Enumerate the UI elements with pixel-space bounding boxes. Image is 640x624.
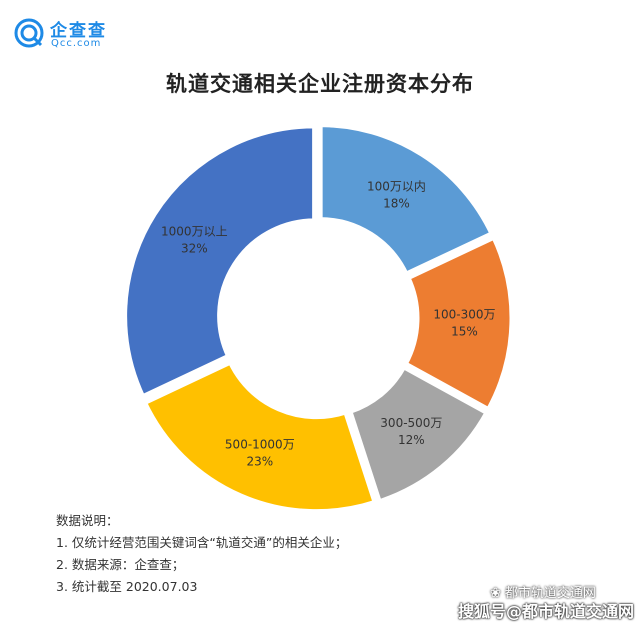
donut-slice-4 bbox=[141, 358, 379, 515]
watermark-sohu: 搜狐号@都市轨道交通网 bbox=[458, 602, 635, 621]
slice-label-5: 1000万以上 bbox=[161, 225, 228, 239]
notes-item-2: 2. 数据来源：企查查； bbox=[56, 557, 185, 572]
chart-title: 轨道交通相关企业注册资本分布 bbox=[166, 72, 474, 96]
donut-slice-2 bbox=[401, 233, 515, 414]
slice-value-1: 18% bbox=[383, 196, 410, 210]
slice-label-2: 100-300万 bbox=[433, 308, 495, 322]
wechat-icon: ❀ bbox=[490, 586, 501, 601]
slice-value-4: 23% bbox=[246, 454, 273, 468]
slice-label-4: 500-1000万 bbox=[225, 437, 295, 451]
watermark-account: ❀ 都市轨道交通网 bbox=[490, 582, 596, 601]
notes-item-3: 3. 统计截至 2020.07.03 bbox=[56, 579, 198, 594]
watermark-account-text: 都市轨道交通网 bbox=[504, 586, 596, 601]
slice-label-3: 300-500万 bbox=[380, 416, 442, 430]
notes-item-1: 1. 仅统计经营范围关键词含“轨道交通”的相关企业； bbox=[56, 535, 348, 550]
brand-name: 企查查 bbox=[50, 21, 107, 41]
slice-value-2: 15% bbox=[451, 325, 478, 339]
qcc-logo-icon bbox=[14, 18, 44, 48]
slice-value-3: 12% bbox=[398, 433, 425, 447]
qcc-logo: 企查查 Qcc.com bbox=[14, 16, 154, 52]
slice-value-5: 32% bbox=[181, 242, 208, 256]
donut-slice-5 bbox=[122, 123, 318, 401]
donut-slice-1 bbox=[317, 122, 496, 278]
brand-domain: Qcc.com bbox=[51, 38, 102, 49]
donut-slice-3 bbox=[346, 363, 491, 505]
data-notes: 数据说明： 1. 仅统计经营范围关键词含“轨道交通”的相关企业； 2. 数据来源… bbox=[56, 510, 347, 598]
notes-heading: 数据说明： bbox=[56, 513, 119, 528]
slice-label-1: 100万以内 bbox=[367, 179, 426, 193]
